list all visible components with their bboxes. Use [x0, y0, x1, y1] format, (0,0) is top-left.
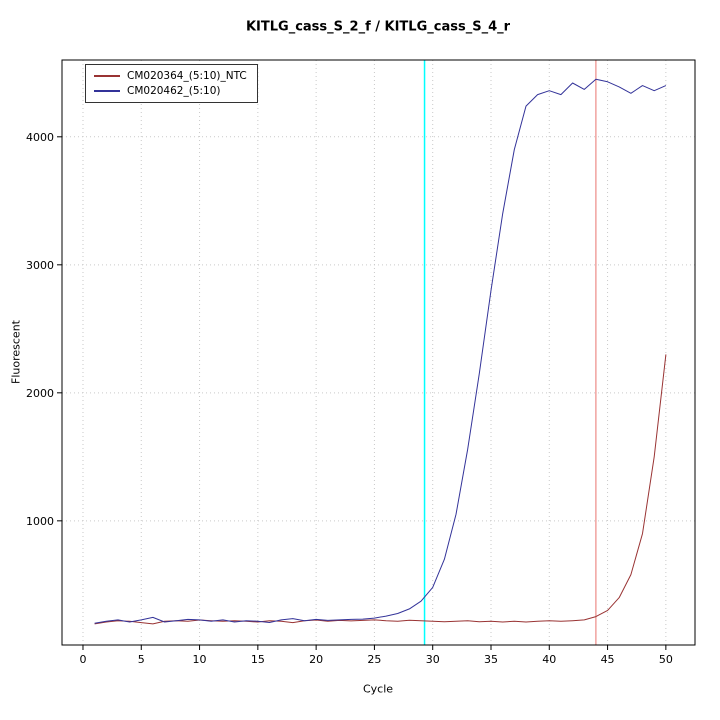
x-tick-label: 30 [426, 653, 440, 666]
x-tick-label: 40 [542, 653, 556, 666]
y-tick-label: 1000 [26, 515, 54, 528]
x-tick-label: 15 [251, 653, 265, 666]
legend-line-swatch-red [94, 75, 120, 77]
x-tick-label: 10 [193, 653, 207, 666]
x-tick-label: 0 [79, 653, 86, 666]
x-tick-label: 35 [484, 653, 498, 666]
legend-item-ntc: CM020364_(5:10)_NTC [94, 70, 247, 82]
x-tick-label: 25 [367, 653, 381, 666]
series-line [94, 354, 667, 625]
y-tick-label: 3000 [26, 259, 54, 272]
x-tick-label: 45 [601, 653, 615, 666]
y-axis-label: Fluorescent [9, 320, 23, 384]
legend-item-sample: CM020462_(5:10) [94, 85, 247, 97]
y-tick-label: 4000 [26, 131, 54, 144]
x-tick-label: 5 [138, 653, 145, 666]
legend-line-swatch-blue [94, 90, 120, 92]
x-axis-label: Cycle [362, 682, 394, 696]
x-tick-label: 50 [659, 653, 673, 666]
legend: CM020364_(5:10)_NTC CM020462_(5:10) [85, 64, 258, 103]
legend-label: CM020462_(5:10) [127, 85, 221, 97]
plot-box [61, 59, 696, 646]
series-line [94, 78, 667, 624]
y-tick-label: 2000 [26, 387, 54, 400]
legend-label: CM020364_(5:10)_NTC [127, 70, 247, 82]
x-tick-label: 20 [309, 653, 323, 666]
chart-title: KITLG_cass_S_2_f / KITLG_cass_S_4_r [245, 19, 511, 35]
